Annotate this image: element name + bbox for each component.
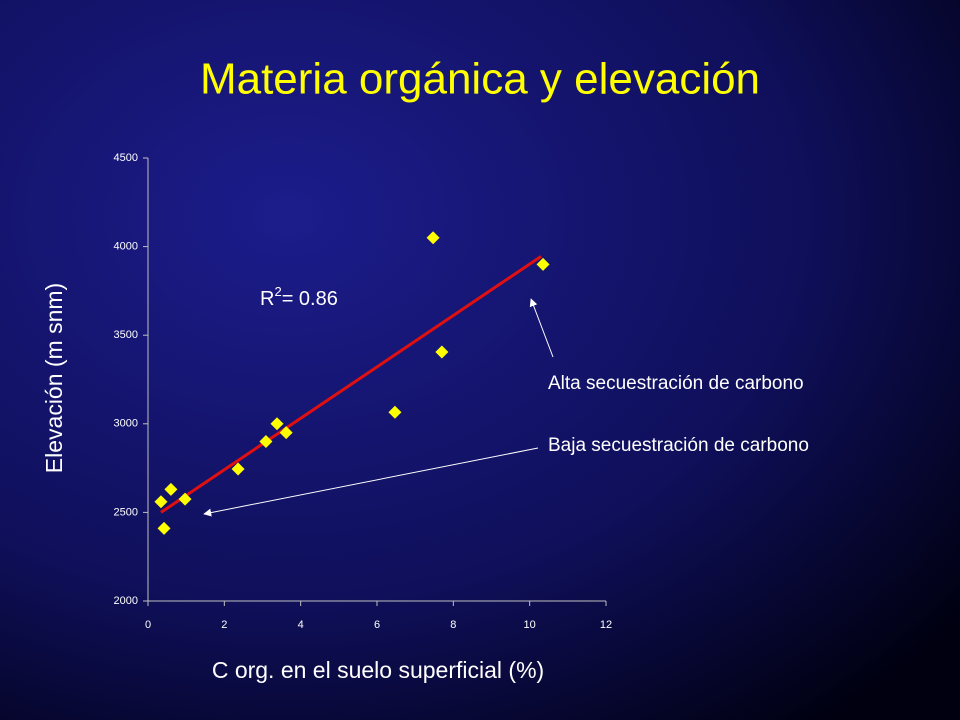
x-tick-label: 4 [298,619,304,631]
point [536,257,550,271]
point [426,231,440,245]
arrow [529,298,554,358]
point [231,462,245,476]
point [259,435,273,449]
arrow [203,447,539,517]
x-tick-label: 12 [600,619,612,631]
point [435,345,449,359]
r-text: = 0.86 [282,288,338,310]
y-tick-label: 3000 [114,418,138,430]
point [157,521,171,535]
r-squared: R2= 0.86 [260,284,338,310]
y-tick-label: 2500 [114,506,138,518]
point [164,482,178,496]
x-tick-label: 0 [145,619,151,631]
x-tick-label: 10 [524,619,536,631]
r-label: R [260,288,274,310]
y-tick-label: 4500 [114,152,138,164]
annotation: Baja secuestración de carbono [548,435,809,456]
annotation: Alta secuestración de carbono [548,373,804,394]
x-axis-label: C org. en el suelo superficial (%) [212,657,544,683]
trendline [160,255,542,514]
y-tick-label: 2000 [114,595,138,607]
x-tick-label: 8 [450,619,456,631]
point [388,405,402,419]
x-tick-label: 6 [374,619,380,631]
x-tick-label: 2 [221,619,227,631]
r-sup: 2 [274,284,281,299]
chart-title: Materia orgánica y elevación [200,55,760,104]
point [270,417,284,431]
y-axis-label: Elevación (m snm) [41,283,67,473]
point [178,492,192,506]
point [279,426,293,440]
y-tick-label: 4000 [114,241,138,253]
point [154,495,168,509]
y-tick-label: 3500 [114,329,138,341]
